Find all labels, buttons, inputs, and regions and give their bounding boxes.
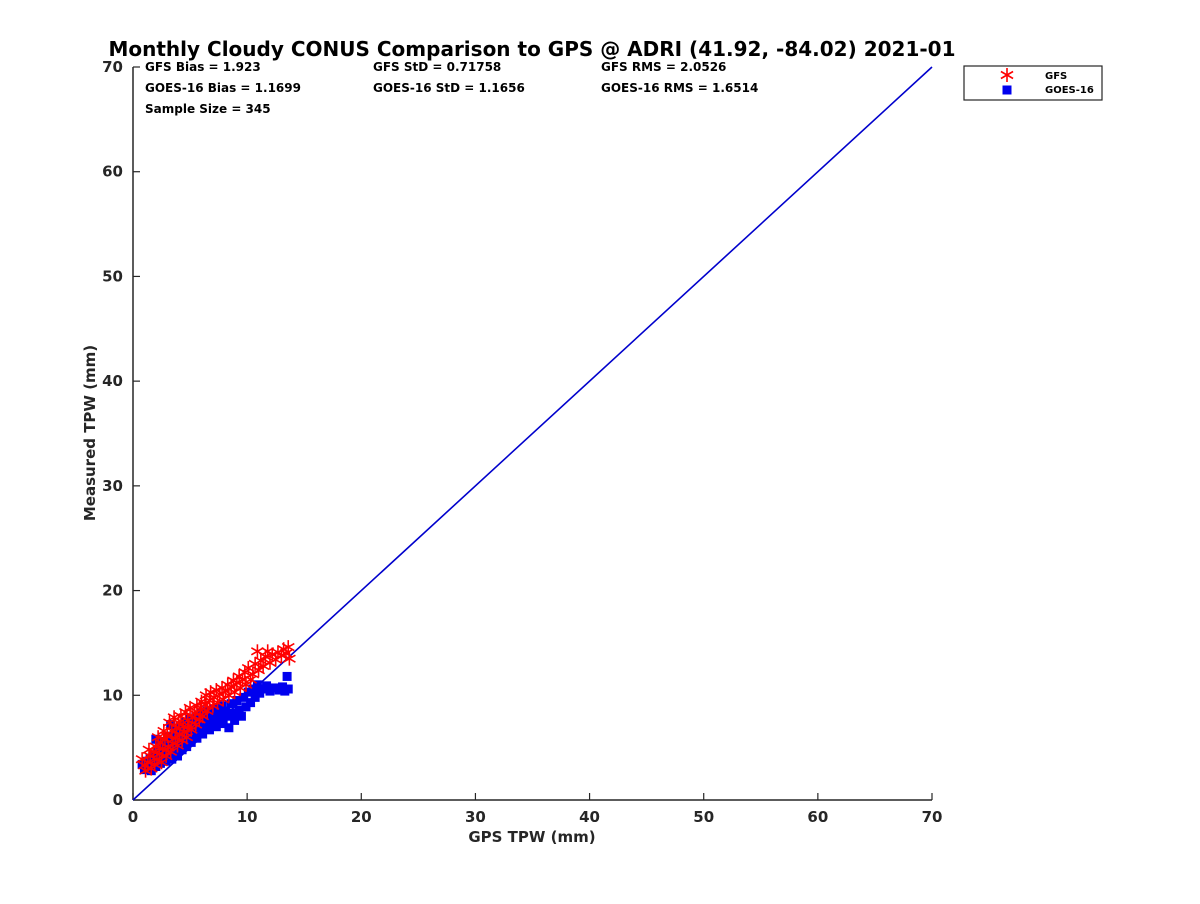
goes-16-point	[234, 705, 244, 715]
stat-goes-rms: GOES-16 RMS = 1.6514	[601, 81, 758, 95]
gfs-point	[151, 730, 165, 745]
goes-16-point	[204, 725, 214, 735]
goes-16-point	[239, 692, 249, 702]
goes-16-point	[252, 680, 262, 690]
x-tick-label: 20	[351, 808, 372, 826]
goes-16-point	[178, 729, 188, 739]
goes-16-point	[265, 686, 275, 696]
goes-16-point	[174, 732, 184, 742]
series-gfs	[135, 640, 296, 778]
stat-sample-size: Sample Size = 345	[145, 102, 271, 116]
y-tick-label: 70	[102, 58, 123, 76]
goes-16-point	[206, 711, 216, 721]
y-tick-label: 50	[102, 267, 123, 285]
stat-goes-bias: GOES-16 Bias = 1.1699	[145, 81, 301, 95]
x-tick-label: 0	[128, 808, 138, 826]
goes-16-point	[220, 706, 230, 716]
goes-16-point	[228, 708, 238, 718]
goes-16-point	[243, 687, 253, 697]
legend-gfs-marker	[1000, 68, 1014, 82]
goes-16-point	[200, 714, 210, 724]
legend-gfs-asterisk	[1000, 68, 1014, 82]
goes-16-point	[190, 728, 200, 738]
gfs-point	[281, 640, 295, 655]
goes-16-point	[236, 711, 246, 721]
goes-16-point	[195, 724, 205, 734]
reference-line-layer	[132, 66, 933, 801]
x-axis-label: GPS TPW (mm)	[468, 828, 595, 846]
x-tick-label: 60	[807, 808, 828, 826]
y-tick-label: 20	[102, 582, 123, 600]
goes-16-point	[196, 708, 206, 718]
x-tick-label: 70	[922, 808, 943, 826]
goes-16-point	[248, 684, 258, 694]
goes-16-point	[182, 742, 192, 752]
goes-16-point	[173, 751, 183, 761]
goes-16-point	[211, 722, 221, 732]
legend: GFS GOES-16	[963, 65, 1103, 101]
y-axis-label: Measured TPW (mm)	[81, 345, 99, 521]
legend-goes-square	[1002, 85, 1012, 95]
goes-16-point	[191, 711, 201, 721]
y-ticks: 0 10 20 30 40 50 60 70	[102, 58, 140, 809]
gfs-point	[157, 723, 171, 738]
goes-16-point	[176, 722, 186, 732]
goes-16-point	[198, 729, 208, 739]
goes-16-point	[283, 684, 293, 694]
legend-goes-label: GOES-16	[1045, 85, 1094, 96]
legend-box	[963, 65, 1103, 101]
stat-goes-std: GOES-16 StD = 1.1656	[373, 81, 525, 95]
stat-gfs-std: GFS StD = 0.71758	[373, 60, 501, 74]
y-tick-label: 0	[113, 791, 123, 809]
goes-16-point	[179, 735, 189, 745]
x-tick-label: 40	[579, 808, 600, 826]
x-tick-label: 10	[237, 808, 258, 826]
goes-16-point	[186, 737, 196, 747]
goes-16-point	[184, 732, 194, 742]
x-tick-label: 50	[693, 808, 714, 826]
goes-16-point	[226, 699, 236, 709]
goes-16-point	[250, 692, 260, 702]
goes-16-point	[246, 698, 256, 708]
goes-16-point	[230, 715, 240, 725]
goes-16-point	[192, 733, 202, 743]
chart-title: Monthly Cloudy CONUS Comparison to GPS @…	[108, 37, 955, 61]
x-tick-label: 30	[465, 808, 486, 826]
y-tick-label: 60	[102, 163, 123, 181]
goes-16-point	[212, 709, 222, 719]
goes-16-point	[209, 704, 219, 714]
one-to-one-line	[132, 66, 933, 801]
goes-16-point	[262, 681, 272, 691]
goes-16-point	[241, 702, 251, 712]
goes-16-point	[232, 696, 242, 706]
stats-block: GFS Bias = 1.923 GFS StD = 0.71758 GFS R…	[145, 60, 758, 116]
goes-16-point	[218, 719, 228, 729]
y-tick-label: 10	[102, 686, 123, 704]
goes-16-point	[177, 745, 187, 755]
y-tick-label: 30	[102, 477, 123, 495]
goes-16-point	[187, 721, 197, 731]
stat-gfs-bias: GFS Bias = 1.923	[145, 60, 261, 74]
goes-16-point	[224, 723, 234, 733]
goes-16-point	[282, 671, 292, 681]
x-ticks: 0 10 20 30 40 50 60 70	[128, 793, 943, 826]
goes-16-point	[223, 711, 233, 721]
gfs-point	[282, 651, 296, 666]
legend-goes-marker	[1002, 85, 1012, 95]
y-tick-label: 40	[102, 372, 123, 390]
goes-16-point	[270, 683, 280, 693]
gfs-point	[164, 744, 178, 759]
gfs-point	[200, 703, 214, 718]
stat-gfs-rms: GFS RMS = 2.0526	[601, 60, 726, 74]
gfs-point	[142, 742, 156, 757]
legend-gfs-label: GFS	[1045, 71, 1067, 82]
